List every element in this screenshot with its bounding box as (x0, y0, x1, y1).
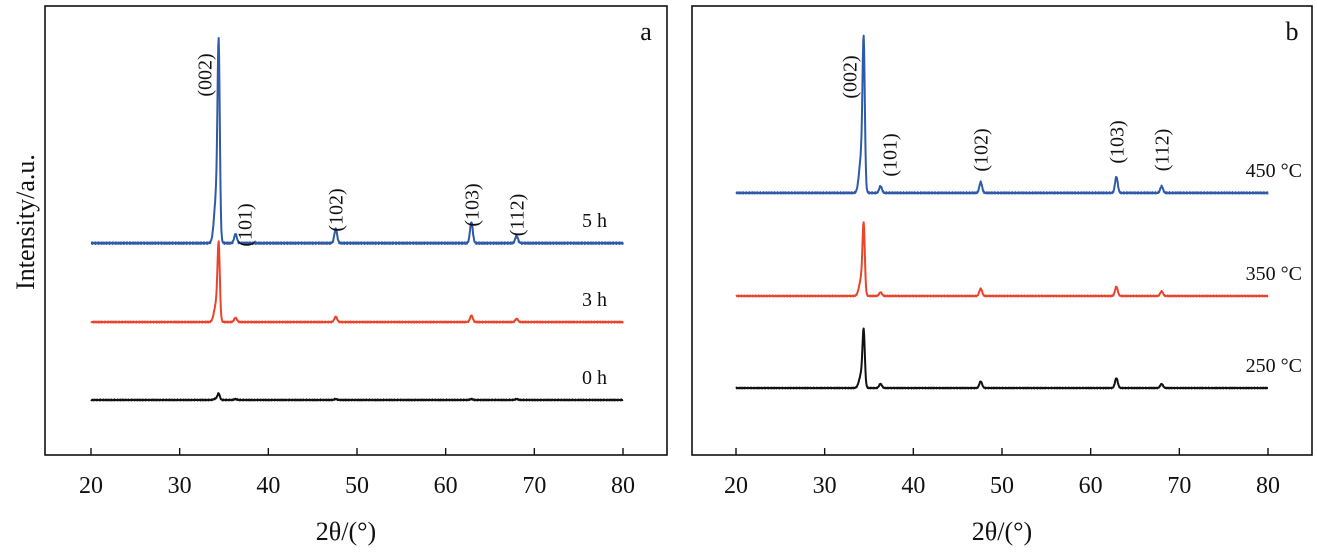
panel-a-peak-label: (103) (461, 183, 483, 226)
panel-a-letter: a (640, 17, 652, 46)
panel-b-peak-label: (101) (880, 133, 902, 176)
panel-a-peak-label: (112) (507, 194, 529, 237)
y-axis-title: Intensity/a.u. (11, 154, 40, 290)
x-tick-label: 20 (79, 473, 103, 499)
x-tick-label: 60 (1079, 473, 1103, 499)
panel-b-series-label: 250 °C (1246, 355, 1302, 377)
panel-a-peak-label: (002) (195, 53, 217, 96)
panel-a-series-line (90, 392, 624, 402)
x-tick-label: 70 (522, 473, 546, 499)
panel-a-x-axis-title: 2θ/(°) (316, 517, 376, 546)
panel-a-peak-label: (102) (326, 188, 348, 231)
panel-a-series-label: 0 h (582, 367, 607, 389)
panel-b-series-line (735, 327, 1269, 390)
x-tick-label: 20 (724, 473, 748, 499)
x-tick-label: 70 (1167, 473, 1191, 499)
panel-b-series-line (735, 34, 1269, 195)
panel-a-series-label: 3 h (582, 289, 607, 311)
panel-a-frame (44, 5, 668, 456)
x-tick-label: 80 (1256, 473, 1280, 499)
panel-a-series-line (90, 240, 624, 324)
x-tick-label: 50 (990, 473, 1014, 499)
x-tick-label: 50 (345, 473, 369, 499)
x-tick-label: 30 (168, 473, 192, 499)
panel-b-peak-label: (002) (840, 55, 862, 98)
x-tick-label: 40 (901, 473, 925, 499)
x-tick-label: 30 (813, 473, 837, 499)
panel-b-peak-label: (103) (1106, 120, 1128, 163)
panel-a-series-label: 5 h (582, 210, 607, 232)
panel-b-series-label: 450 °C (1246, 160, 1302, 182)
x-tick-label: 40 (256, 473, 280, 499)
x-tick-label: 80 (611, 473, 635, 499)
panel-b-series-label: 350 °C (1246, 263, 1302, 285)
panel-b-series-line (735, 221, 1269, 298)
panel-b-peak-label: (102) (971, 128, 993, 171)
panel-b-letter: b (1286, 17, 1299, 46)
panel-a-peak-label: (101) (235, 203, 257, 246)
panel-a-series-line (90, 37, 624, 246)
panel-b-x-axis-title: 2θ/(°) (972, 517, 1032, 546)
x-tick-label: 60 (434, 473, 458, 499)
panel-b-peak-label: (112) (1152, 129, 1174, 172)
